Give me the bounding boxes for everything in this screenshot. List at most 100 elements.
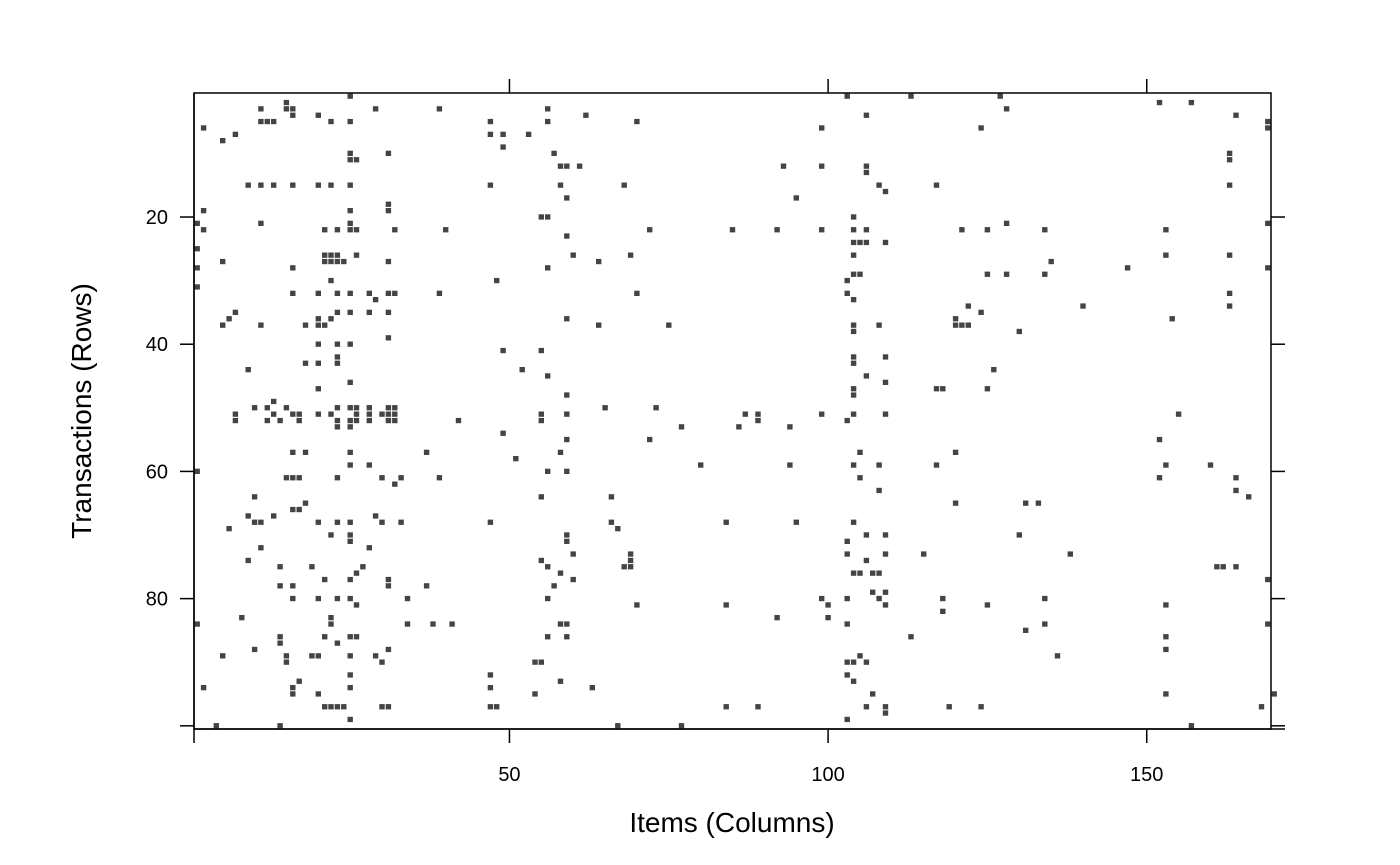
matrix-cell: [296, 411, 302, 417]
matrix-cell: [322, 634, 328, 640]
matrix-cell: [347, 672, 353, 678]
matrix-cell: [1124, 265, 1131, 271]
matrix-cell: [347, 462, 353, 468]
matrix-cell: [423, 449, 430, 455]
matrix-cell: [334, 405, 341, 411]
matrix-cell: [334, 519, 341, 525]
matrix-cell: [1163, 634, 1169, 640]
matrix-cell: [1163, 646, 1169, 653]
matrix-cell: [443, 227, 449, 233]
matrix-cell: [232, 309, 239, 315]
matrix-cell: [360, 564, 366, 570]
matrix-cell: [634, 290, 640, 296]
matrix-cell: [226, 526, 232, 532]
matrix-cell: [277, 583, 283, 589]
matrix-cell: [882, 710, 889, 716]
matrix-cell: [882, 551, 889, 557]
matrix-cell: [322, 704, 328, 710]
matrix-cell: [1233, 475, 1239, 481]
matrix-cell: [1080, 303, 1086, 309]
matrix-cell: [519, 367, 525, 373]
matrix-cell: [290, 475, 296, 481]
matrix-cell: [882, 239, 889, 246]
matrix-cell: [455, 417, 462, 424]
matrix-cell: [334, 341, 341, 347]
matrix-cell: [793, 519, 799, 525]
matrix-cell: [322, 322, 328, 328]
matrix-cell: [379, 475, 385, 481]
matrix-cell: [959, 227, 965, 233]
matrix-cell: [315, 112, 321, 118]
matrix-cell: [946, 704, 952, 710]
matrix-cell: [819, 163, 825, 169]
matrix-cell: [302, 500, 309, 506]
matrix-cell: [647, 227, 653, 233]
matrix-cell: [557, 182, 564, 188]
matrix-cell: [258, 106, 264, 112]
matrix-cell: [863, 163, 870, 169]
matrix-cell: [1003, 220, 1010, 226]
matrix-cell: [1016, 532, 1022, 538]
matrix-cell: [328, 532, 334, 538]
matrix-cell: [1169, 316, 1175, 322]
matrix-cell: [1048, 258, 1054, 265]
matrix-cell: [487, 182, 494, 188]
matrix-cell: [863, 659, 870, 665]
matrix-cell: [315, 691, 321, 697]
matrix-cell: [220, 322, 226, 328]
matrix-cell: [876, 322, 882, 328]
matrix-cell: [1067, 551, 1073, 557]
matrix-cell: [487, 685, 494, 691]
matrix-cell: [372, 513, 379, 519]
matrix-cell: [1163, 462, 1169, 468]
matrix-cell: [334, 227, 341, 233]
matrix-cell: [404, 595, 411, 602]
matrix-cell: [634, 118, 640, 125]
matrix-cell: [500, 131, 506, 137]
matrix-cell: [290, 290, 296, 296]
matrix-cell: [882, 532, 889, 538]
matrix-cell: [436, 106, 443, 112]
matrix-cell: [353, 634, 360, 640]
matrix-cell: [984, 227, 991, 233]
matrix-cell: [353, 602, 360, 608]
matrix-cell: [882, 602, 889, 608]
matrix-cell: [385, 208, 392, 214]
matrix-cell: [347, 417, 353, 424]
matrix-cell: [1042, 271, 1048, 277]
matrix-cell: [258, 519, 264, 525]
matrix-cell: [850, 227, 857, 233]
matrix-cell: [258, 545, 264, 551]
matrix-cell: [876, 487, 882, 494]
matrix-cell: [264, 417, 270, 424]
matrix-cell: [557, 570, 564, 576]
x-tick-label: 150: [1130, 764, 1163, 786]
matrix-cell: [347, 449, 353, 455]
matrix-cell: [194, 220, 200, 226]
matrix-cell: [596, 258, 602, 265]
matrix-cell: [1054, 653, 1061, 659]
matrix-cell: [532, 691, 538, 697]
matrix-cell: [372, 106, 379, 112]
matrix-cell: [315, 182, 321, 188]
matrix-cell: [379, 519, 385, 525]
matrix-cell: [353, 417, 360, 424]
matrix-cell: [647, 436, 653, 443]
matrix-cell: [328, 182, 334, 188]
matrix-cell: [271, 118, 277, 125]
matrix-cell: [392, 227, 398, 233]
matrix-cell: [844, 659, 850, 665]
matrix-cell: [277, 723, 283, 729]
matrix-cell: [500, 144, 506, 150]
matrix-cell: [1207, 462, 1214, 468]
matrix-cell: [309, 564, 315, 570]
matrix-cell: [1226, 182, 1233, 188]
matrix-cell: [564, 411, 570, 417]
matrix-cell: [1156, 436, 1163, 443]
matrix-cell: [627, 252, 634, 258]
matrix-cell: [302, 322, 309, 328]
matrix-cell: [850, 392, 857, 398]
matrix-cell: [545, 595, 551, 602]
matrix-cell: [347, 309, 353, 315]
matrix-cell: [398, 475, 404, 481]
